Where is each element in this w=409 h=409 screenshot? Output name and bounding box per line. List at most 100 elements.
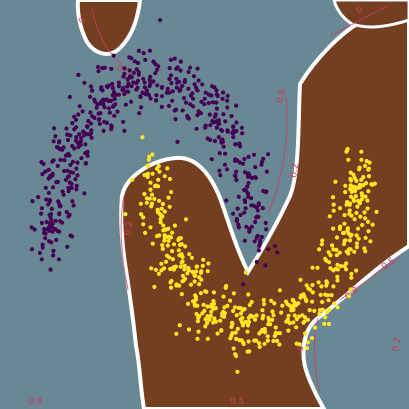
class-1-point [155, 207, 160, 212]
class-0-point [110, 86, 115, 91]
class-0-point [39, 211, 44, 216]
contour-label: 0.5 [115, 63, 132, 77]
class-1-point [331, 226, 336, 231]
class-0-point [70, 143, 75, 149]
class-1-point [344, 267, 349, 272]
class-1-point [309, 336, 315, 341]
class-0-point [116, 80, 121, 85]
class-0-point [48, 212, 54, 217]
contour-line-a [91, 7, 123, 65]
class-0-point [101, 128, 106, 133]
class-0-point [254, 259, 259, 265]
class-0-point [42, 227, 47, 232]
class-1-point [366, 167, 371, 172]
class-1-point [272, 301, 277, 306]
class-0-point [129, 56, 134, 61]
class-0-point [234, 120, 239, 125]
class-1-point [366, 174, 372, 179]
class-0-point [137, 111, 142, 116]
class-1-point [357, 167, 362, 172]
class-0-point [80, 109, 85, 114]
class-1-point [352, 175, 357, 181]
class-0-point [85, 153, 90, 158]
class-0-point [213, 112, 218, 117]
class-1-point [361, 182, 366, 188]
class-1-point [180, 273, 185, 278]
class-1-point [310, 290, 315, 295]
class-0-point [51, 139, 56, 144]
class-1-point [162, 174, 167, 179]
class-1-point [355, 226, 361, 231]
class-1-point [171, 242, 177, 247]
class-1-point [269, 298, 274, 303]
class-1-point [166, 234, 171, 239]
class-0-point [48, 174, 53, 179]
class-1-point [331, 202, 336, 207]
class-0-point [64, 126, 69, 131]
class-1-point [363, 194, 368, 199]
class-0-point [166, 103, 172, 109]
class-0-point [256, 248, 261, 253]
class-0-point [115, 109, 120, 114]
class-1-point [185, 271, 190, 276]
class-0-point [208, 137, 213, 143]
class-1-point [317, 308, 323, 313]
class-0-point [210, 119, 215, 124]
class-1-point [195, 336, 200, 341]
class-1-point [319, 242, 324, 247]
class-1-point [143, 230, 148, 235]
class-0-point [147, 48, 153, 53]
class-1-point [346, 294, 352, 299]
class-1-point [219, 328, 224, 333]
class-0-point [68, 162, 73, 167]
class-1-point [261, 313, 266, 318]
class-0-point [243, 206, 248, 211]
class-1-point [212, 316, 217, 321]
class-0-point [134, 87, 139, 92]
class-0-point [57, 204, 62, 209]
class-1-point [354, 210, 359, 216]
class-0-point [120, 87, 125, 92]
class-0-point [236, 222, 241, 227]
class-0-point [233, 142, 238, 147]
class-1-point [337, 250, 342, 255]
class-0-point [63, 177, 68, 182]
class-1-point [228, 336, 233, 341]
class-1-point [317, 247, 322, 252]
class-0-point [143, 57, 148, 63]
class-1-point [301, 292, 306, 297]
class-0-point [72, 114, 77, 119]
class-0-point [110, 81, 115, 87]
class-1-point [163, 227, 168, 232]
class-0-point [180, 108, 185, 113]
class-0-point [92, 97, 97, 102]
class-0-point [47, 199, 52, 204]
class-0-point [175, 139, 180, 144]
class-1-point [347, 208, 352, 213]
class-1-point [319, 284, 324, 289]
class-0-point [127, 68, 132, 73]
class-0-point [88, 84, 94, 89]
class-1-point [277, 288, 282, 293]
class-1-point [280, 303, 285, 308]
class-0-point [242, 210, 247, 215]
class-0-point [186, 86, 191, 91]
class-0-point [116, 84, 122, 89]
class-1-point [286, 313, 291, 318]
class-1-point [374, 209, 379, 214]
class-1-point [166, 238, 171, 243]
class-1-point [323, 315, 328, 320]
class-0-point [129, 84, 134, 89]
class-0-point [252, 239, 257, 244]
class-0-point [71, 203, 76, 208]
class-0-point [65, 168, 70, 173]
class-0-point [196, 78, 201, 83]
class-0-point [207, 112, 212, 117]
class-0-point [39, 257, 44, 262]
class-1-point [261, 297, 266, 303]
class-1-point [289, 308, 294, 313]
class-1-point [245, 329, 250, 334]
class-1-point [354, 241, 359, 246]
class-0-point [56, 199, 61, 204]
